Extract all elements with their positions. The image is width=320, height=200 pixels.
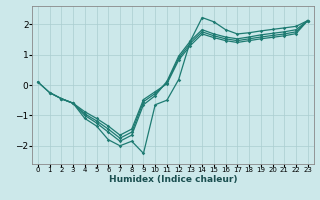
- X-axis label: Humidex (Indice chaleur): Humidex (Indice chaleur): [108, 175, 237, 184]
